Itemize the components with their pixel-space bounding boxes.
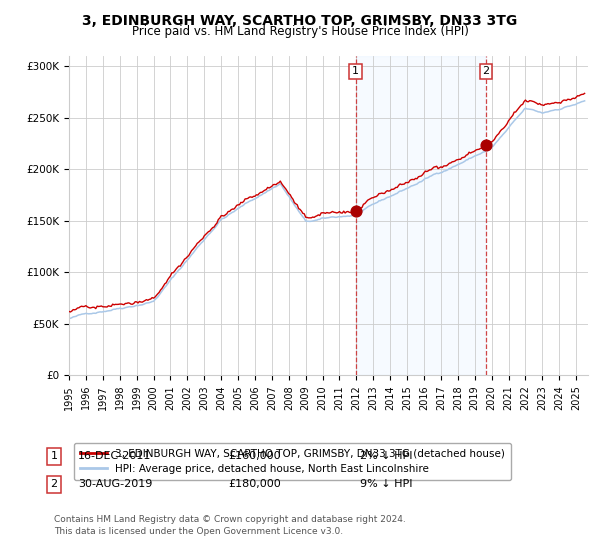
Legend: 3, EDINBURGH WAY, SCARTHO TOP, GRIMSBY, DN33 3TG (detached house), HPI: Average : 3, EDINBURGH WAY, SCARTHO TOP, GRIMSBY, …: [74, 442, 511, 480]
Text: 1: 1: [50, 451, 58, 461]
Text: 2: 2: [482, 67, 490, 77]
Text: 2: 2: [50, 479, 58, 489]
Text: 16-DEC-2011: 16-DEC-2011: [78, 451, 151, 461]
Text: Price paid vs. HM Land Registry's House Price Index (HPI): Price paid vs. HM Land Registry's House …: [131, 25, 469, 38]
Text: 9% ↓ HPI: 9% ↓ HPI: [360, 479, 413, 489]
Text: £180,000: £180,000: [228, 479, 281, 489]
Text: 30-AUG-2019: 30-AUG-2019: [78, 479, 152, 489]
Point: [351, 206, 361, 215]
Text: 1: 1: [352, 67, 359, 77]
Text: This data is licensed under the Open Government Licence v3.0.: This data is licensed under the Open Gov…: [54, 527, 343, 536]
Bar: [356, 56, 486, 375]
Text: 2% ↓ HPI: 2% ↓ HPI: [360, 451, 413, 461]
Text: 3, EDINBURGH WAY, SCARTHO TOP, GRIMSBY, DN33 3TG: 3, EDINBURGH WAY, SCARTHO TOP, GRIMSBY, …: [82, 14, 518, 28]
Text: Contains HM Land Registry data © Crown copyright and database right 2024.: Contains HM Land Registry data © Crown c…: [54, 515, 406, 524]
Text: £160,000: £160,000: [228, 451, 281, 461]
Point: [481, 140, 491, 149]
